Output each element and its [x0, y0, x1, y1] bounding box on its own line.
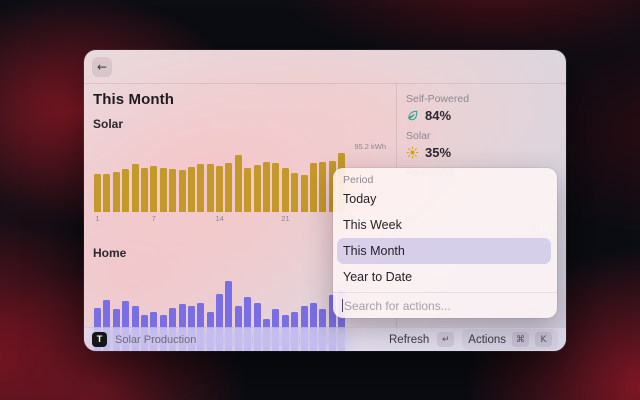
- bar: [291, 173, 299, 212]
- footer-bar: T Solar Production Refresh ↵ Actions ⌘ K: [84, 327, 566, 351]
- bar: [112, 172, 120, 212]
- bar: [216, 294, 224, 351]
- bar: [234, 155, 242, 212]
- bar: [216, 166, 224, 212]
- x-tick-label: 14: [215, 214, 224, 223]
- bar: [122, 169, 130, 212]
- menu-item-this-month[interactable]: This Month: [337, 238, 551, 264]
- solar-max-value-label: 95.2 kWh: [354, 142, 386, 151]
- x-tick-label: 1: [95, 214, 100, 223]
- solar-bar-chart: [94, 150, 346, 212]
- k-key-icon: K: [535, 332, 552, 347]
- x-tick-label: 21: [281, 214, 290, 223]
- bar: [328, 161, 336, 212]
- bar: [281, 168, 289, 212]
- page-title: This Month: [93, 91, 174, 108]
- bar: [103, 300, 111, 351]
- search-input[interactable]: [333, 293, 557, 318]
- bar: [319, 162, 327, 212]
- bar: [178, 170, 186, 212]
- bar: [338, 290, 346, 351]
- bar: [300, 175, 308, 212]
- menu-item-this-week[interactable]: This Week: [343, 218, 402, 232]
- bar: [150, 166, 158, 212]
- bar: [131, 164, 139, 212]
- self-powered-percent: 84%: [425, 108, 452, 123]
- bar: [140, 168, 148, 212]
- bar: [103, 174, 111, 212]
- x-tick-label: 7: [151, 214, 156, 223]
- bar: [94, 174, 101, 212]
- bar: [197, 164, 205, 212]
- tesla-app-icon: T: [92, 332, 107, 347]
- stat-label-solar: Solar: [406, 130, 431, 142]
- return-key-icon: ↵: [437, 332, 455, 347]
- home-chart-title: Home: [93, 246, 127, 260]
- bar: [244, 297, 252, 351]
- solar-percent: 35%: [425, 145, 452, 160]
- sun-icon: [406, 146, 419, 159]
- actions-label: Actions: [468, 333, 506, 346]
- solar-chart-title: Solar: [93, 117, 124, 131]
- menu-item-today[interactable]: Today: [343, 192, 377, 206]
- app-name: Solar Production: [115, 333, 197, 346]
- bar: [159, 168, 167, 212]
- text-caret: [342, 299, 343, 312]
- back-button[interactable]: ←: [92, 57, 112, 77]
- bar: [225, 163, 233, 212]
- solar-x-axis-ticks: 1 7 14 21: [94, 214, 386, 224]
- search-row: [333, 293, 557, 318]
- refresh-button[interactable]: Refresh: [389, 333, 430, 346]
- stat-label-self-powered: Self-Powered: [406, 93, 470, 105]
- stat-value-self-powered: 84%: [406, 108, 558, 123]
- bar: [122, 301, 130, 351]
- actions-button[interactable]: Actions ⌘ K: [462, 329, 558, 350]
- popup-divider: [333, 292, 557, 293]
- header-divider: [84, 83, 566, 84]
- bar: [244, 168, 252, 212]
- period-dropdown: Period Today This Week This Month Year t…: [333, 168, 557, 318]
- back-arrow-icon: ←: [96, 60, 108, 74]
- bar: [206, 164, 214, 212]
- menu-item-year-to-date[interactable]: Year to Date: [343, 270, 413, 284]
- bar: [328, 295, 336, 351]
- leaf-icon: [406, 109, 419, 122]
- period-section-label: Period: [343, 174, 374, 186]
- bar: [169, 169, 177, 212]
- bar: [253, 165, 261, 212]
- bar: [225, 281, 233, 351]
- bar: [309, 163, 317, 212]
- bar: [272, 163, 280, 212]
- app-chip: T Solar Production: [92, 332, 196, 347]
- stat-value-solar: 35%: [406, 145, 558, 160]
- bar: [187, 167, 195, 212]
- solar-production-window: ← This Month Solar 95.2 kWh 1 7 14 21 Home …: [84, 50, 566, 351]
- footer-actions: Refresh ↵ Actions ⌘ K: [389, 329, 558, 350]
- command-key-icon: ⌘: [512, 332, 529, 347]
- bar: [263, 162, 271, 212]
